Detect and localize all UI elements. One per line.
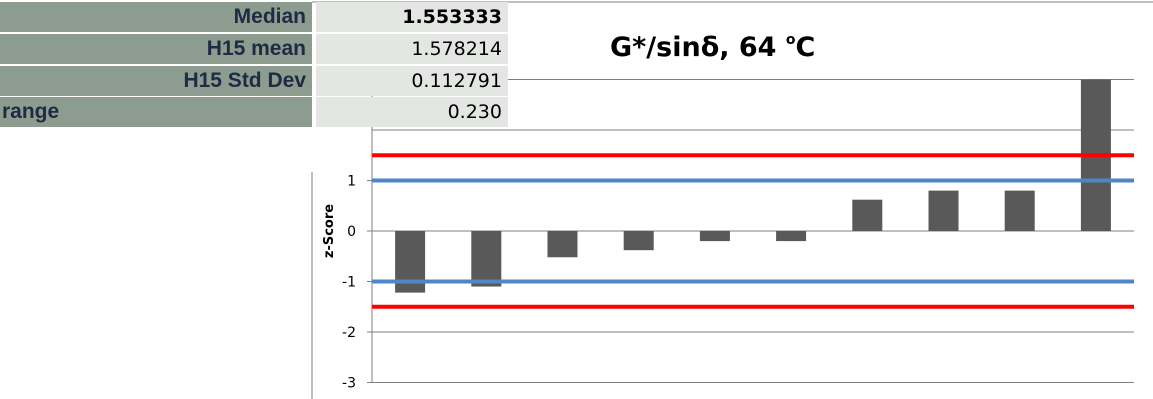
- stats-label-median: Median: [0, 2, 312, 32]
- stats-row-range: range 0.230: [0, 97, 512, 127]
- bar: [776, 231, 807, 242]
- bar: [547, 231, 578, 258]
- stats-label-h15-std-dev: H15 Std Dev: [0, 66, 312, 96]
- y-tick-label: 0: [347, 224, 356, 240]
- bar: [1004, 190, 1035, 231]
- stats-value-h15-mean: 1.578214: [316, 34, 508, 64]
- bar: [699, 231, 730, 242]
- stats-row-median: Median 1.553333: [0, 2, 512, 32]
- bar: [471, 231, 502, 287]
- chart-title-unit: C: [795, 32, 816, 63]
- chart-title-main: G*/sinδ, 64: [610, 32, 786, 63]
- stats-value-range: 0.230: [316, 97, 508, 127]
- stats-value-h15-std-dev: 0.112791: [316, 66, 508, 96]
- bar: [928, 190, 959, 231]
- y-tick-label: 1: [347, 174, 356, 190]
- stats-label-h15-mean: H15 mean: [0, 34, 312, 64]
- y-tick-label: -2: [342, 325, 356, 341]
- bar: [852, 199, 883, 231]
- stats-value-median: 1.553333: [316, 2, 508, 32]
- stats-row-h15-std-dev: H15 Std Dev 0.112791: [0, 66, 512, 96]
- stats-label-range: range: [0, 97, 312, 127]
- y-tick-label: -3: [342, 376, 356, 392]
- y-tick-label: -1: [342, 275, 356, 291]
- stats-row-h15-mean: H15 mean 1.578214: [0, 34, 512, 64]
- bar: [623, 231, 654, 251]
- y-axis-label: z-Score: [322, 204, 337, 258]
- chart-title: G*/sinδ, 64 oC: [610, 32, 815, 63]
- chart-title-superscript: o: [785, 32, 796, 48]
